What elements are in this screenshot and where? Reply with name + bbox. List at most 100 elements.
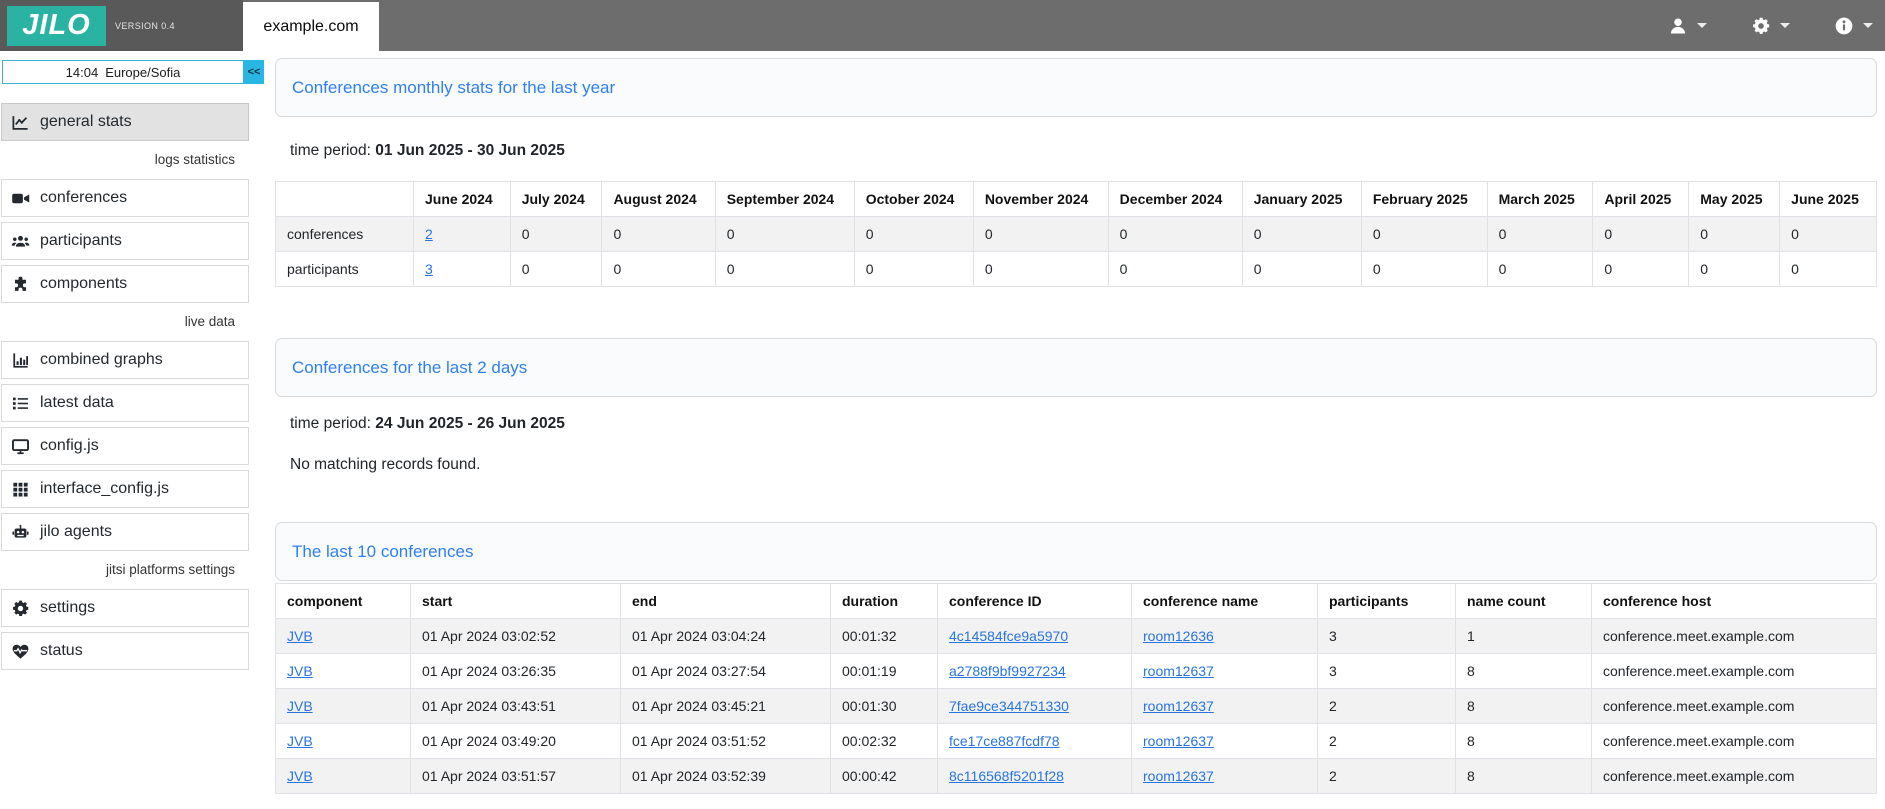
table-cell: 0 [972, 216, 1109, 252]
monthly-stats-table: June 2024 July 2024 August 2024 September 2… [275, 181, 1877, 287]
caret-down-icon [1780, 23, 1790, 28]
sidebar-item-label: combined graphs [40, 351, 163, 368]
table-link[interactable]: fce17ce887fcdf78 [949, 733, 1060, 749]
column-header: end [620, 583, 831, 619]
table-cell: 0 [1486, 251, 1594, 287]
table-link[interactable]: room12637 [1143, 698, 1214, 714]
sidebar-item-combined-graphs[interactable]: combined graphs [1, 341, 249, 379]
time-period-label: time period: [290, 415, 371, 432]
table-link[interactable]: JVB [287, 698, 313, 714]
top-bar: JILO VERSION 0.4 example.com [0, 0, 1885, 51]
sidebar-item-latest-data[interactable]: latest data [1, 384, 249, 422]
sidebar-item-settings[interactable]: settings [1, 589, 249, 627]
table-link[interactable]: 4c14584fce9a5970 [949, 628, 1069, 644]
column-header: November 2024 [972, 181, 1109, 217]
table-cell: 01 Apr 2024 03:49:20 [410, 723, 621, 759]
user-icon [1668, 16, 1688, 36]
column-header: June 2025 [1779, 181, 1877, 217]
table-cell: 01 Apr 2024 03:45:21 [620, 688, 831, 724]
sidebar-item-config-js[interactable]: config.js [1, 427, 249, 465]
table-cell: 0 [714, 216, 855, 252]
table-cell: 0 [601, 216, 716, 252]
table-cell: room12637 [1131, 653, 1318, 689]
column-header: start [410, 583, 621, 619]
table-cell: 0 [1107, 251, 1243, 287]
version-label: VERSION 0.4 [115, 20, 175, 31]
table-link[interactable]: room12636 [1143, 628, 1214, 644]
app-logo[interactable]: JILO [7, 5, 106, 46]
table-cell: JVB [275, 653, 411, 689]
column-header: conference host [1591, 583, 1877, 619]
monitor-icon [11, 437, 30, 456]
table-link[interactable]: JVB [287, 628, 313, 644]
table-link[interactable]: JVB [287, 733, 313, 749]
table-link[interactable]: room12637 [1143, 733, 1214, 749]
table-row: JVB 01 Apr 2024 03:26:35 01 Apr 2024 03:27… [275, 653, 1877, 689]
sidebar-item-participants[interactable]: participants [1, 222, 249, 260]
table-link[interactable]: 8c116568f5201f28 [949, 768, 1064, 784]
table-cell: conferences [275, 216, 414, 252]
logo-area: JILO VERSION 0.4 [0, 0, 243, 51]
table-link[interactable]: JVB [287, 663, 313, 679]
column-header: participants [1317, 583, 1456, 619]
table-row: conferences 2 0 0 0 0 0 0 0 0 0 0 0 0 [275, 216, 1877, 252]
table-cell: 0 [1241, 251, 1362, 287]
table-header-row: June 2024 July 2024 August 2024 September 2… [275, 181, 1877, 217]
sidebar-item-interface-config-js[interactable]: interface_config.js [1, 470, 249, 508]
table-cell: 01 Apr 2024 03:26:35 [410, 653, 621, 689]
column-header: September 2024 [714, 181, 855, 217]
column-header: May 2025 [1688, 181, 1781, 217]
sidebar-collapse-button[interactable]: << [244, 60, 264, 84]
sidebar-item-label: config.js [40, 437, 99, 454]
table-link[interactable]: a2788f9bf9927234 [949, 663, 1066, 679]
user-menu[interactable] [1668, 16, 1707, 36]
column-header: April 2025 [1592, 181, 1690, 217]
table-cell: 2 [413, 216, 511, 252]
table-cell: 01 Apr 2024 03:27:54 [620, 653, 831, 689]
table-cell: 0 [1360, 216, 1488, 252]
sidebar-item-label: participants [40, 232, 122, 249]
table-cell: JVB [275, 758, 411, 794]
info-menu[interactable] [1834, 16, 1873, 36]
table-link[interactable]: 3 [425, 261, 433, 277]
sidebar-item-conferences[interactable]: conferences [1, 179, 249, 217]
table-cell: JVB [275, 618, 411, 654]
table-cell: room12637 [1131, 758, 1318, 794]
table-cell: JVB [275, 723, 411, 759]
sidebar-item-jilo-agents[interactable]: jilo agents [1, 513, 249, 551]
chart-line-icon [11, 113, 30, 132]
table-link[interactable]: 7fae9ce344751330 [949, 698, 1069, 714]
grid-icon [11, 480, 30, 499]
robot-icon [11, 523, 30, 542]
table-row: JVB 01 Apr 2024 03:51:57 01 Apr 2024 03:52… [275, 758, 1877, 794]
table-cell: conference.meet.example.com [1591, 653, 1877, 689]
table-cell: 0 [509, 251, 603, 287]
sidebar-item-general-stats[interactable]: general stats [1, 103, 249, 141]
table-link[interactable]: room12637 [1143, 663, 1214, 679]
table-cell: 01 Apr 2024 03:52:39 [620, 758, 831, 794]
sidebar-item-components[interactable]: components [1, 265, 249, 303]
table-link[interactable]: 2 [425, 226, 433, 242]
platform-tab-example-com[interactable]: example.com [243, 2, 379, 51]
sidebar-item-status[interactable]: status [1, 632, 249, 670]
table-cell: 0 [1107, 216, 1243, 252]
sidebar-section-label: live data [184, 314, 235, 329]
sidebar: 14:04 Europe/Sofia << general stats logs … [0, 51, 264, 675]
puzzle-icon [11, 275, 30, 294]
topbar-menus [1668, 0, 1873, 51]
column-header: January 2025 [1241, 181, 1362, 217]
table-cell: 01 Apr 2024 03:51:52 [620, 723, 831, 759]
table-link[interactable]: JVB [287, 768, 313, 784]
main-content: Conferences monthly stats for the last y… [275, 51, 1877, 794]
table-cell: JVB [275, 688, 411, 724]
heart-pulse-icon [11, 642, 30, 661]
sidebar-section-label: jitsi platforms settings [105, 562, 235, 577]
table-link[interactable]: room12637 [1143, 768, 1214, 784]
settings-menu[interactable] [1751, 16, 1790, 36]
last-10-conferences-header: The last 10 conferences [275, 522, 1877, 581]
column-header: conference ID [937, 583, 1132, 619]
users-icon [11, 232, 30, 251]
table-cell: room12636 [1131, 618, 1318, 654]
table-cell: 00:01:19 [830, 653, 938, 689]
caret-down-icon [1863, 23, 1873, 28]
